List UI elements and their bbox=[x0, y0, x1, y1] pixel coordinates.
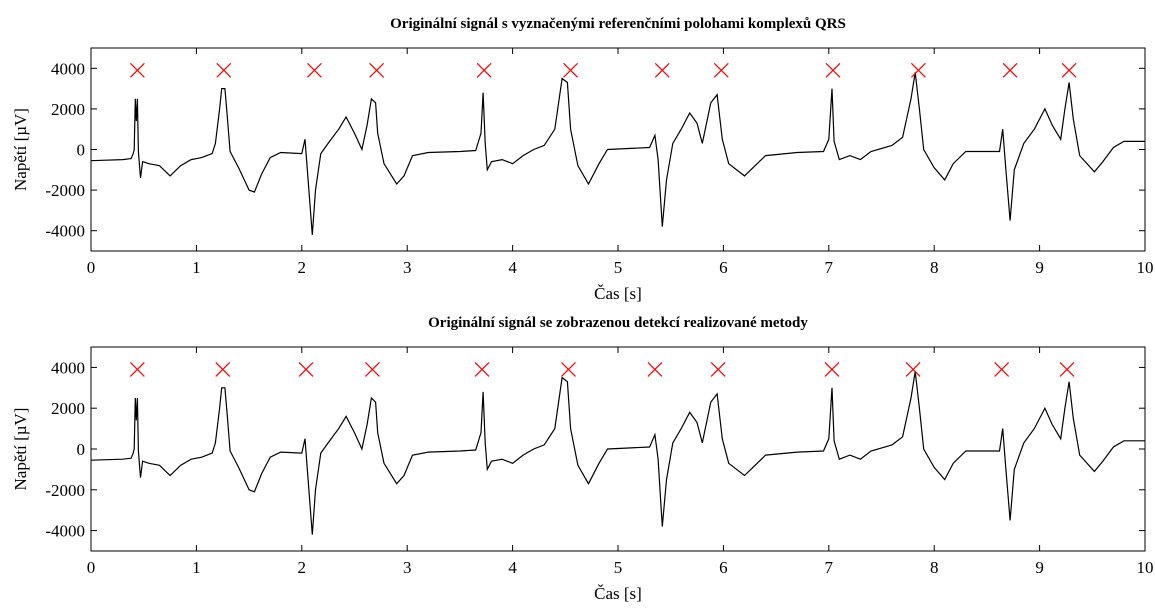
detection-marker bbox=[215, 362, 231, 377]
x-tick-label: 2 bbox=[298, 558, 307, 577]
detection-marker bbox=[654, 62, 670, 78]
x-tick-label: 7 bbox=[825, 558, 834, 577]
detection-marker bbox=[647, 362, 663, 377]
detection-marker bbox=[910, 62, 926, 78]
x-tick-label: 10 bbox=[1137, 558, 1154, 577]
x-tick-label: 3 bbox=[403, 258, 412, 277]
x-tick-label: 4 bbox=[508, 558, 517, 577]
x-tick-label: 8 bbox=[930, 258, 939, 277]
y-tick-label: 0 bbox=[77, 141, 86, 160]
chart-title: Originální signál s vyznačenými referenč… bbox=[390, 16, 846, 32]
signal-line bbox=[90, 371, 1145, 535]
y-tick-label: -2000 bbox=[45, 481, 85, 500]
signal-line bbox=[90, 72, 1145, 235]
detection-marker bbox=[476, 62, 492, 78]
y-tick-label: 0 bbox=[77, 440, 86, 459]
x-tick-label: 3 bbox=[403, 558, 412, 577]
detection-marker bbox=[1061, 62, 1077, 78]
y-tick-label: -4000 bbox=[45, 522, 85, 541]
y-tick-label: 2000 bbox=[51, 399, 85, 418]
detection-marker bbox=[307, 62, 322, 78]
x-tick-label: 7 bbox=[825, 258, 834, 277]
detection-marker bbox=[710, 362, 726, 377]
x-tick-label: 6 bbox=[719, 558, 728, 577]
detection-marker bbox=[474, 362, 490, 377]
detection-marker bbox=[905, 362, 921, 377]
y-tick-label: -4000 bbox=[45, 222, 85, 241]
x-tick-label: 9 bbox=[1035, 258, 1044, 277]
x-tick-label: 0 bbox=[87, 558, 96, 577]
x-tick-label: 6 bbox=[719, 258, 728, 277]
detection-marker bbox=[364, 362, 380, 377]
x-tick-label: 1 bbox=[192, 258, 201, 277]
x-axis-label: Čas [s] bbox=[594, 584, 642, 603]
y-axis-label: Napětí [µV] bbox=[11, 408, 30, 491]
detection-marker bbox=[824, 362, 840, 377]
detection-marker bbox=[369, 62, 385, 78]
x-tick-label: 10 bbox=[1137, 258, 1154, 277]
detection-marker bbox=[1059, 362, 1075, 377]
y-tick-label: 2000 bbox=[51, 100, 85, 119]
y-tick-label: -2000 bbox=[45, 181, 85, 200]
x-tick-label: 8 bbox=[930, 558, 939, 577]
detection-marker bbox=[216, 62, 232, 78]
x-tick-label: 4 bbox=[508, 258, 517, 277]
detection-marker bbox=[994, 362, 1010, 377]
x-tick-label: 5 bbox=[614, 258, 623, 277]
detection-marker bbox=[1002, 62, 1018, 78]
detection-marker bbox=[563, 62, 578, 78]
detection-marker bbox=[561, 362, 576, 377]
detection-marker bbox=[129, 62, 145, 78]
x-tick-label: 2 bbox=[298, 258, 307, 277]
x-tick-label: 0 bbox=[87, 258, 96, 277]
y-axis-label: Napětí [µV] bbox=[11, 108, 30, 191]
x-tick-label: 5 bbox=[614, 558, 623, 577]
x-tick-label: 1 bbox=[192, 558, 201, 577]
detection-marker bbox=[129, 362, 145, 377]
detection-marker bbox=[825, 62, 841, 78]
detection-marker bbox=[298, 362, 314, 377]
x-tick-label: 9 bbox=[1035, 558, 1044, 577]
y-tick-label: 4000 bbox=[51, 59, 85, 78]
detection-marker bbox=[713, 62, 729, 78]
x-axis-label: Čas [s] bbox=[594, 284, 642, 303]
y-tick-label: 4000 bbox=[51, 358, 85, 377]
chart-title: Originální signál se zobrazenou detekcí … bbox=[428, 315, 808, 331]
